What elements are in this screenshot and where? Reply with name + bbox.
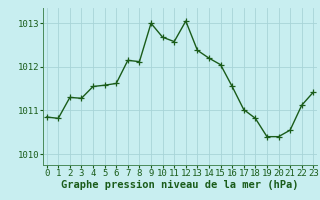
X-axis label: Graphe pression niveau de la mer (hPa): Graphe pression niveau de la mer (hPa) [61, 180, 299, 190]
